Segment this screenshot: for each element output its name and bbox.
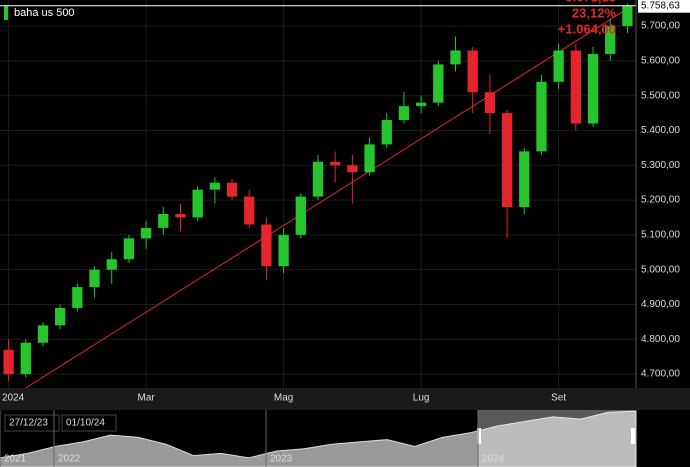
navigator-year: 2022	[58, 454, 81, 465]
candle-body	[192, 189, 203, 218]
y-tick-label: 5.300,00	[641, 160, 680, 171]
candle-body	[415, 102, 427, 107]
navigator-year: 2021	[4, 454, 27, 465]
candle-body	[467, 50, 478, 93]
candle-body	[587, 53, 599, 124]
candle-body	[55, 307, 66, 326]
candle-body	[123, 238, 135, 260]
navigator-handle	[631, 428, 635, 444]
candle-body	[106, 259, 117, 270]
candle-body	[605, 26, 616, 54]
candle-body	[433, 64, 444, 103]
candle-body	[89, 269, 100, 288]
candle-body	[295, 196, 306, 235]
y-tick-label: 5.400,00	[641, 125, 680, 136]
candle-body	[278, 234, 289, 267]
candle-body	[450, 50, 461, 65]
annotation: 5.671,13	[565, 0, 616, 4]
navigator-year: 2024	[482, 454, 505, 465]
legend-label: baha us 500	[14, 7, 75, 19]
trend-line	[25, 8, 628, 389]
range-label: 01/10/24	[66, 418, 105, 429]
candle-body	[330, 161, 341, 166]
legend-swatch	[4, 6, 8, 20]
navigator-year: 2023	[270, 454, 293, 465]
x-tick-label: 2024	[2, 393, 25, 404]
candle-body	[347, 165, 358, 173]
y-tick-label: 4.700,00	[641, 369, 680, 380]
candle-body	[364, 144, 375, 173]
candle-body	[20, 342, 31, 375]
y-tick-label: 4.800,00	[641, 334, 680, 345]
candle-body	[536, 81, 547, 152]
candle-body	[261, 224, 272, 267]
x-tick-label: Lug	[413, 393, 430, 404]
last-price-label: 5.758,63	[641, 0, 680, 11]
y-tick-label: 4.900,00	[641, 299, 680, 310]
range-label-box	[61, 414, 117, 432]
x-axis-band	[0, 388, 690, 410]
candle-body	[3, 349, 14, 375]
candle-body	[553, 50, 564, 82]
y-tick-label: 5.700,00	[641, 21, 680, 32]
candle-body	[175, 214, 186, 218]
range-label: 27/12/23	[9, 418, 48, 429]
annotation: 23,12%	[572, 5, 617, 20]
candle-body	[226, 182, 238, 197]
candle-body	[158, 214, 169, 228]
candle-body	[244, 196, 255, 225]
candle-body	[484, 92, 496, 114]
candle-body	[519, 151, 530, 208]
navigator-window	[478, 410, 636, 467]
x-tick-label: Mag	[274, 393, 293, 404]
candle-body	[501, 113, 513, 208]
navigator-handle	[477, 428, 481, 444]
y-tick-label: 5.100,00	[641, 230, 680, 241]
last-price-box	[638, 0, 690, 13]
y-tick-label: 5.500,00	[641, 90, 680, 101]
y-tick-label: 5.000,00	[641, 264, 680, 275]
candle-body	[570, 50, 581, 124]
annotation: +1.064,00	[558, 21, 616, 36]
y-tick-label: 5.600,00	[641, 56, 680, 67]
candle-body	[72, 287, 83, 308]
navigator-line	[0, 410, 637, 467]
candle-body	[140, 227, 152, 239]
candle-body	[312, 161, 324, 197]
candle-body	[398, 106, 410, 121]
candle-body	[381, 120, 392, 145]
candle-body	[37, 325, 49, 343]
candle-body	[209, 182, 221, 190]
x-tick-label: Set	[551, 393, 566, 404]
candle-body	[622, 5, 633, 27]
range-label-box	[4, 414, 60, 432]
x-tick-label: Mar	[137, 393, 155, 404]
y-tick-label: 5.200,00	[641, 195, 680, 206]
